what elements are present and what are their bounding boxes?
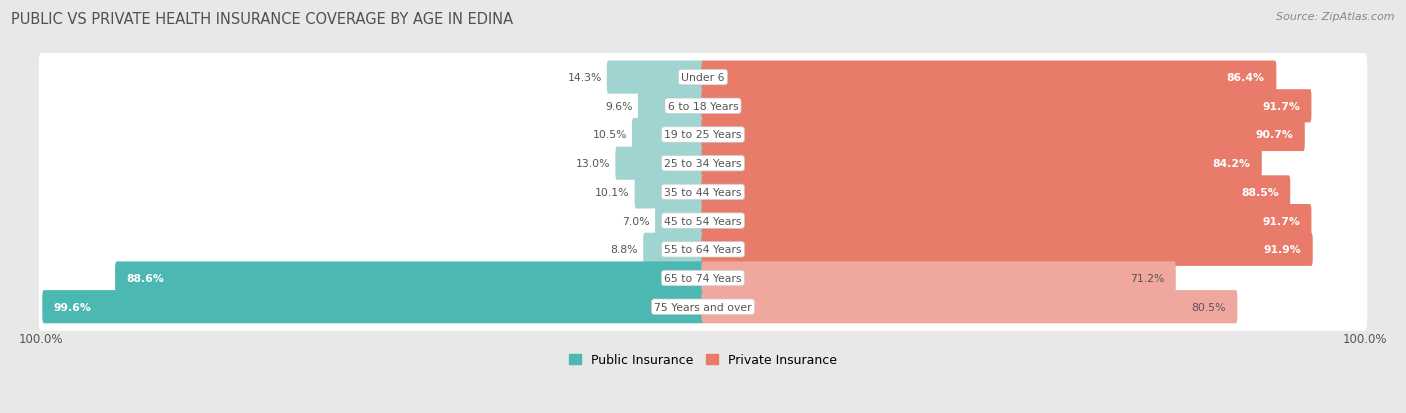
FancyBboxPatch shape [702,204,1312,237]
FancyBboxPatch shape [643,233,704,266]
FancyBboxPatch shape [39,254,1367,302]
Text: 13.0%: 13.0% [576,159,610,169]
FancyBboxPatch shape [702,262,1175,295]
FancyBboxPatch shape [39,169,1367,216]
FancyBboxPatch shape [638,90,704,123]
FancyBboxPatch shape [655,204,704,237]
Text: 45 to 54 Years: 45 to 54 Years [664,216,742,226]
Text: 10.1%: 10.1% [595,188,630,197]
FancyBboxPatch shape [702,233,1313,266]
Text: 9.6%: 9.6% [606,102,633,112]
Text: 80.5%: 80.5% [1191,302,1226,312]
FancyBboxPatch shape [702,119,1305,152]
Text: 35 to 44 Years: 35 to 44 Years [664,188,742,197]
Text: Source: ZipAtlas.com: Source: ZipAtlas.com [1277,12,1395,22]
FancyBboxPatch shape [39,54,1367,102]
Text: 91.7%: 91.7% [1263,216,1301,226]
FancyBboxPatch shape [39,111,1367,159]
Text: 88.6%: 88.6% [127,273,165,283]
FancyBboxPatch shape [702,176,1291,209]
FancyBboxPatch shape [634,176,704,209]
FancyBboxPatch shape [39,140,1367,188]
Text: 14.3%: 14.3% [568,73,602,83]
FancyBboxPatch shape [39,283,1367,331]
Text: 7.0%: 7.0% [623,216,650,226]
Text: PUBLIC VS PRIVATE HEALTH INSURANCE COVERAGE BY AGE IN EDINA: PUBLIC VS PRIVATE HEALTH INSURANCE COVER… [11,12,513,27]
Legend: Public Insurance, Private Insurance: Public Insurance, Private Insurance [564,349,842,371]
Text: 90.7%: 90.7% [1256,130,1294,140]
FancyBboxPatch shape [702,62,1277,95]
FancyBboxPatch shape [607,62,704,95]
Text: 65 to 74 Years: 65 to 74 Years [664,273,742,283]
FancyBboxPatch shape [39,83,1367,131]
Text: 6 to 18 Years: 6 to 18 Years [668,102,738,112]
FancyBboxPatch shape [702,90,1312,123]
Text: 86.4%: 86.4% [1227,73,1265,83]
Text: 100.0%: 100.0% [1343,332,1386,345]
Text: 8.8%: 8.8% [610,245,638,255]
Text: 75 Years and over: 75 Years and over [654,302,752,312]
Text: 55 to 64 Years: 55 to 64 Years [664,245,742,255]
Text: 19 to 25 Years: 19 to 25 Years [664,130,742,140]
Text: 10.5%: 10.5% [592,130,627,140]
FancyBboxPatch shape [42,290,704,323]
FancyBboxPatch shape [39,226,1367,274]
FancyBboxPatch shape [115,262,704,295]
Text: 91.9%: 91.9% [1264,245,1301,255]
Text: Under 6: Under 6 [682,73,724,83]
FancyBboxPatch shape [702,147,1261,180]
Text: 25 to 34 Years: 25 to 34 Years [664,159,742,169]
Text: 84.2%: 84.2% [1212,159,1250,169]
Text: 100.0%: 100.0% [20,332,63,345]
FancyBboxPatch shape [616,147,704,180]
Text: 88.5%: 88.5% [1241,188,1278,197]
FancyBboxPatch shape [702,290,1237,323]
Text: 99.6%: 99.6% [53,302,91,312]
Text: 91.7%: 91.7% [1263,102,1301,112]
FancyBboxPatch shape [39,197,1367,245]
Text: 71.2%: 71.2% [1130,273,1164,283]
FancyBboxPatch shape [631,119,704,152]
